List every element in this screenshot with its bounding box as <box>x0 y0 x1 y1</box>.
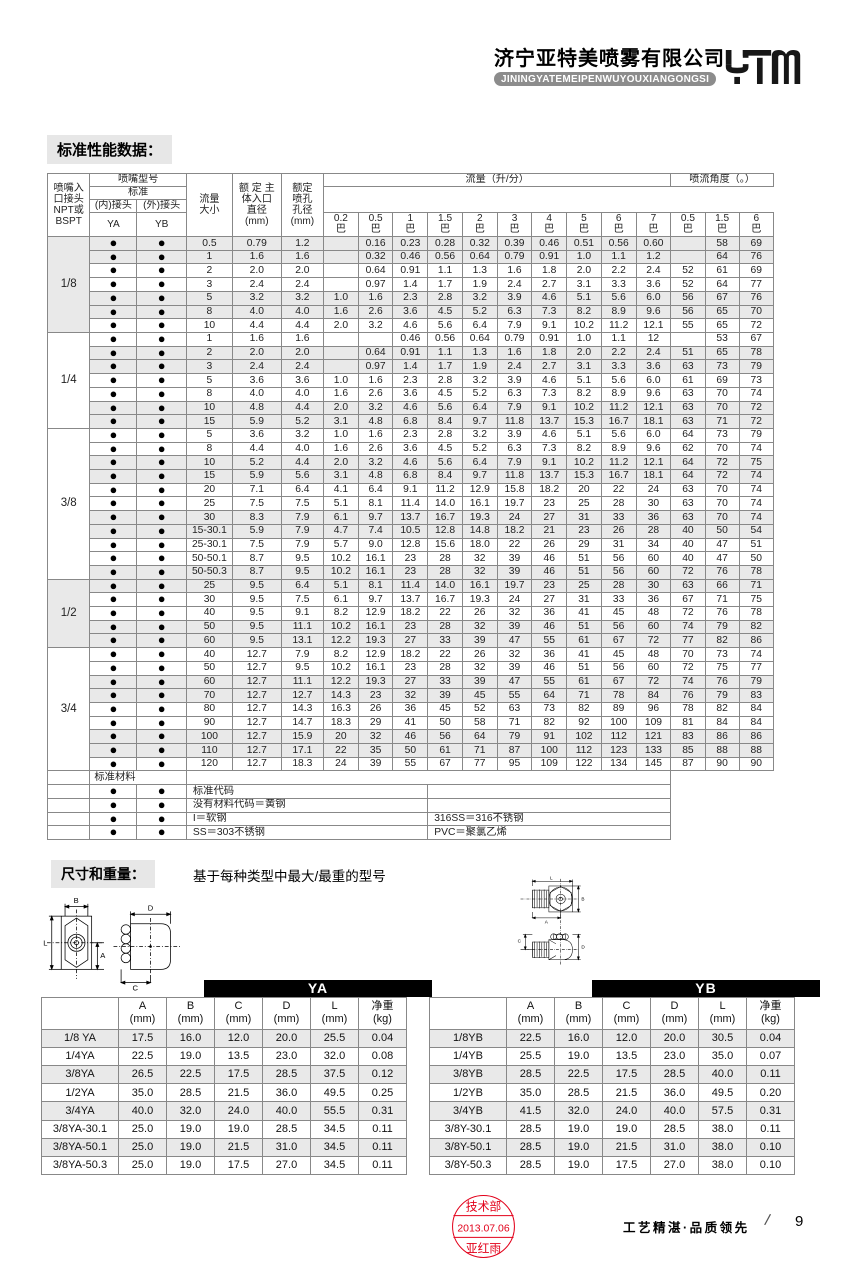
svg-text:亚红雨: 亚红雨 <box>466 1241 502 1255</box>
svg-text:C: C <box>133 983 139 992</box>
svg-text:D: D <box>581 945 585 950</box>
svg-text:B: B <box>581 897 584 902</box>
svg-text:D: D <box>148 903 154 912</box>
svg-text:L: L <box>550 875 553 880</box>
svg-text:L: L <box>43 939 47 948</box>
svg-text:A: A <box>100 951 106 960</box>
svg-text:A: A <box>545 920 549 925</box>
svg-text:技术部: 技术部 <box>466 1200 502 1214</box>
svg-text:C: C <box>518 939 522 944</box>
svg-text:B: B <box>74 896 79 905</box>
svg-text:2013.07.06: 2013.07.06 <box>457 1224 510 1235</box>
